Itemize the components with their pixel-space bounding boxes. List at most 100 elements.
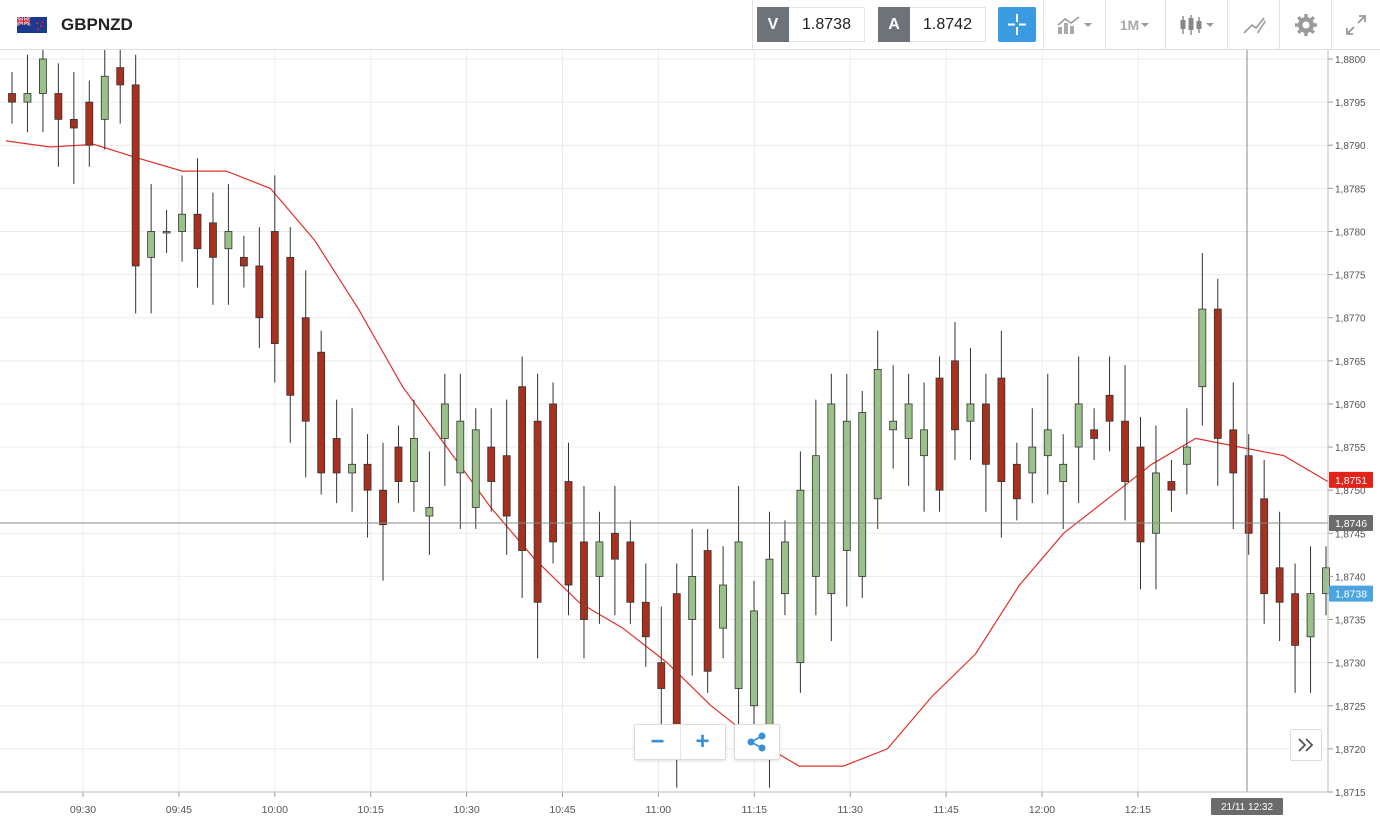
y-tick-label: 1,8765	[1335, 357, 1366, 368]
candle-body	[951, 360, 959, 431]
candle-body	[904, 403, 913, 439]
candle-body	[471, 429, 480, 508]
candle-body	[811, 455, 820, 577]
candle-body	[1012, 463, 1021, 500]
candle-body	[1028, 446, 1037, 474]
candle-body	[672, 593, 681, 741]
x-tick-label: 11:45	[933, 804, 959, 816]
sell-label[interactable]: V	[757, 7, 789, 42]
candle-body	[610, 532, 619, 560]
candle-body	[595, 541, 604, 577]
y-tick-label: 1,8730	[1335, 659, 1366, 670]
candle-body	[858, 412, 867, 577]
candle-body	[239, 256, 248, 267]
quote-panel	[752, 0, 994, 49]
y-tick-label: 1,8785	[1335, 184, 1366, 195]
y-tick-label: 1,8760	[1335, 400, 1366, 411]
crosshair-button[interactable]	[998, 7, 1036, 42]
zoom-in-button[interactable]: +	[680, 725, 725, 759]
y-tick-label: 1,8715	[1335, 788, 1366, 799]
crosshair-price-tag-bg	[1329, 514, 1373, 531]
y-tick-label: 1,8770	[1335, 314, 1366, 325]
y-tick-label: 1,8740	[1335, 572, 1366, 583]
candle-body	[224, 231, 233, 250]
drawing-tools-button[interactable]	[1227, 0, 1279, 49]
candle-body	[889, 420, 898, 431]
y-tick-label: 1,8800	[1335, 55, 1366, 66]
y-tick-label: 1,8735	[1335, 616, 1366, 627]
symbol-title: GBPNZD	[61, 15, 133, 34]
candle-type-button[interactable]	[1165, 0, 1227, 49]
x-tick-label: 11:30	[837, 804, 863, 816]
y-tick-label: 1,8720	[1335, 745, 1366, 756]
candle-body	[348, 463, 356, 474]
candle-body	[178, 213, 186, 232]
candle-body	[1306, 593, 1315, 638]
y-tick-label: 1,8795	[1335, 98, 1366, 109]
buy-price[interactable]: 1.8742	[910, 7, 986, 42]
candle-body	[209, 222, 217, 258]
candle-body	[8, 93, 16, 103]
candle-body	[85, 101, 94, 146]
candle-body	[1152, 472, 1160, 534]
candle-body	[719, 584, 728, 629]
y-tick-label: 1,8780	[1335, 227, 1366, 238]
candle-body	[1059, 463, 1068, 482]
candle-body	[255, 265, 264, 319]
price-chart[interactable]: 1,8800 1,8795 1,8790 1,8785 1,8780 1,8775 1,87…	[0, 50, 1380, 824]
candle-body	[23, 93, 32, 103]
zoom-out-button[interactable]: −	[635, 725, 681, 759]
candle-body	[69, 118, 78, 129]
candle-body	[765, 558, 774, 733]
candle-body	[1275, 567, 1284, 603]
x-tick-label: 09:30	[70, 804, 96, 816]
x-tick-label: 10:00	[262, 804, 288, 816]
candle-body	[410, 438, 418, 482]
zoom-controls: − +	[634, 724, 726, 760]
x-tick-label: 10:15	[358, 804, 384, 816]
x-tick-label: 11:15	[742, 804, 768, 816]
buy-label[interactable]: A	[878, 7, 910, 42]
zoom-out-icon: −	[650, 728, 665, 755]
candle-body	[394, 446, 403, 482]
candle-body	[100, 75, 109, 120]
x-tick-label: 10:45	[549, 804, 575, 816]
candle-body	[193, 213, 202, 250]
crosshair-price-tag: 1,8746	[1335, 518, 1367, 530]
y-tick-label: 1,8775	[1335, 271, 1366, 282]
candle-body	[1043, 429, 1052, 457]
toolbar: GBPNZD V 1.8738 A 1.8742 1M	[0, 0, 1380, 50]
candle-body	[982, 403, 990, 465]
candle-body	[332, 438, 341, 474]
candle-body	[781, 541, 789, 595]
share-icon	[747, 732, 766, 752]
chart-style-button[interactable]	[1043, 0, 1105, 49]
candle-body	[456, 420, 465, 474]
gb-nz-flag-icon	[17, 17, 47, 33]
fullscreen-button[interactable]	[1331, 0, 1380, 49]
candle-body	[641, 601, 650, 638]
share-button[interactable]	[734, 724, 780, 760]
candle-body	[54, 93, 63, 120]
timeframe-label: 1M	[1119, 16, 1140, 33]
candle-body	[842, 420, 851, 551]
candle-body	[1260, 498, 1269, 595]
candle-body	[1121, 420, 1129, 482]
candle-body	[935, 377, 944, 491]
candle-body	[1213, 308, 1222, 439]
fullscreen-icon	[1346, 14, 1366, 35]
candle-body	[1322, 567, 1330, 595]
candle-body	[1105, 394, 1114, 422]
expand-button[interactable]	[1290, 729, 1322, 761]
candle-body	[873, 369, 882, 500]
settings-button[interactable]	[1279, 0, 1331, 49]
candle-body	[549, 403, 557, 543]
dropdown-arrow-icon	[1141, 22, 1150, 27]
timeframe-button[interactable]: 1M	[1105, 0, 1165, 49]
candle-body	[502, 455, 511, 517]
candle-body	[1182, 446, 1191, 465]
moving-average-line	[5, 140, 1329, 767]
sell-price[interactable]: 1.8738	[789, 7, 865, 42]
chart-type-icon	[1056, 15, 1079, 34]
y-tick-label: 1,8755	[1335, 443, 1366, 454]
